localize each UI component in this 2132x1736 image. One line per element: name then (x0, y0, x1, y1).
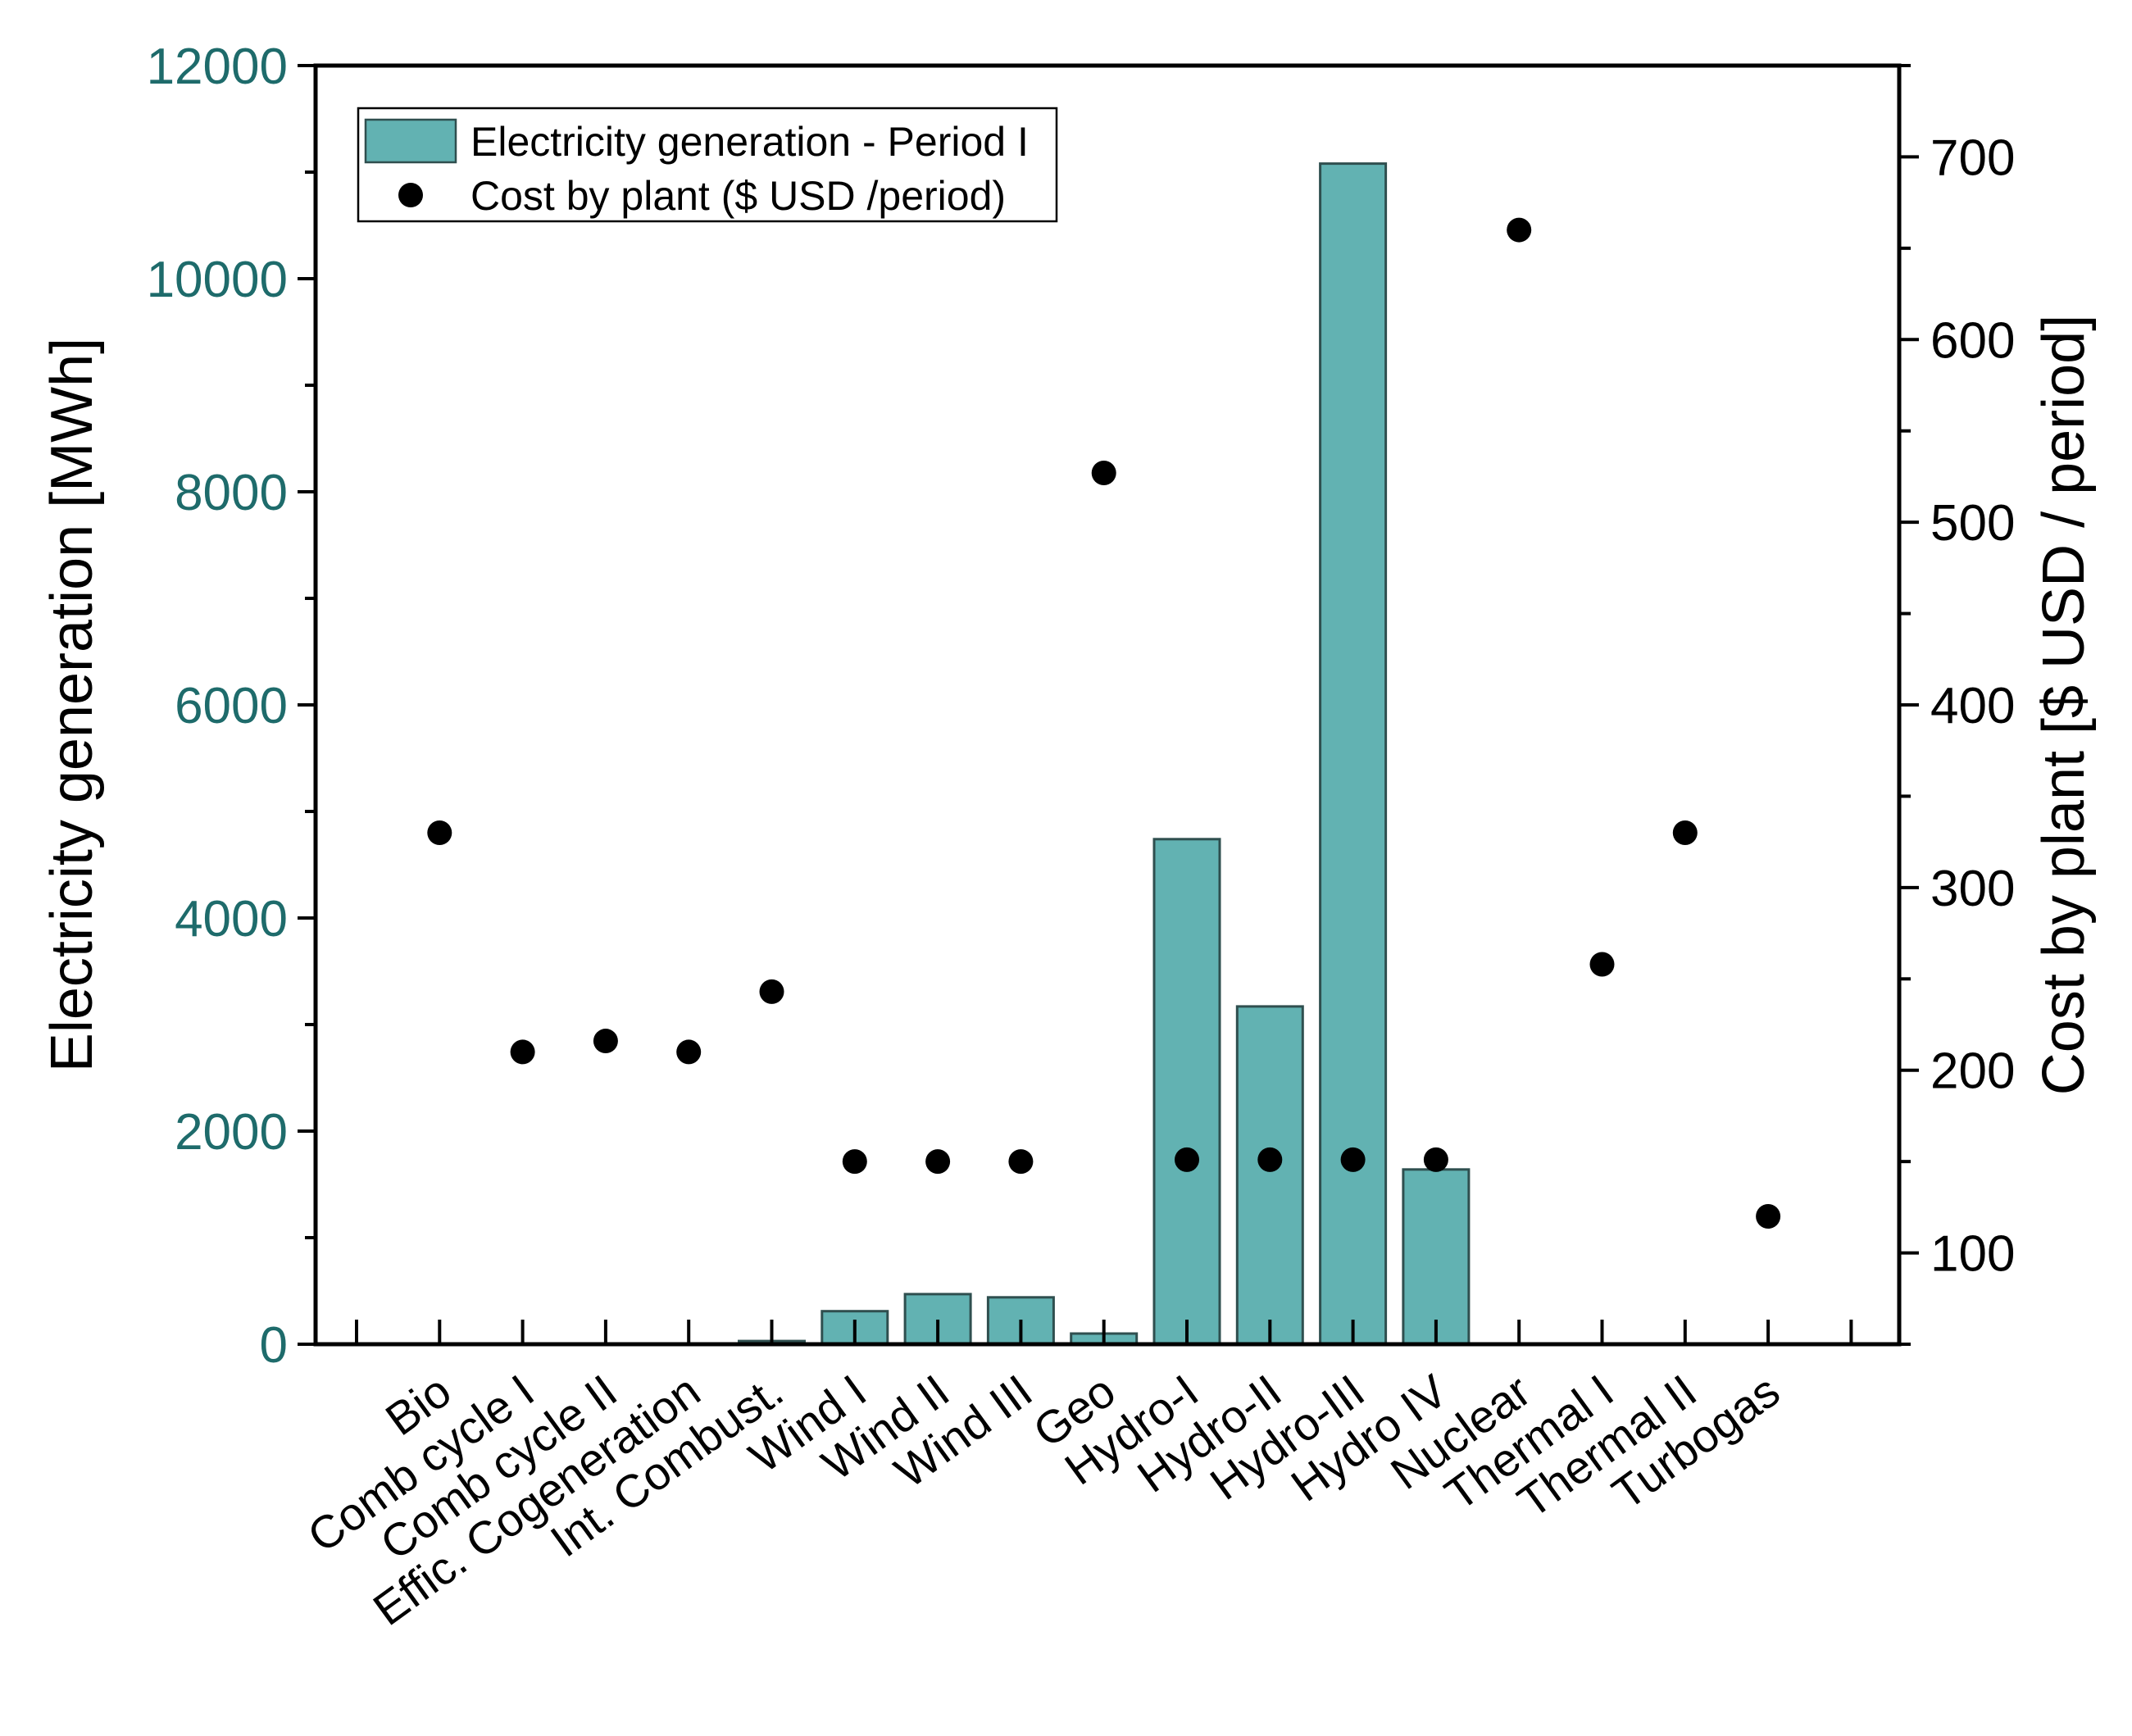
cost-point-16 (1756, 1204, 1781, 1229)
right-tick-label: 400 (1930, 678, 2015, 734)
left-axis-tick-labels: 0 2000 4000 6000 8000 10000 12000 (147, 39, 288, 1374)
plot-frame (313, 63, 1902, 1347)
cost-point-11 (1340, 1147, 1366, 1172)
cost-point-8 (1091, 460, 1116, 485)
left-tick-label: 2000 (175, 1104, 288, 1161)
legend-marker-label: Cost by plant ($ USD /period) (470, 173, 1006, 219)
cost-point-9 (1175, 1147, 1199, 1172)
cost-point-13 (1507, 217, 1532, 243)
right-tick-label: 700 (1930, 130, 2015, 186)
points-layer (427, 217, 1781, 1229)
bar-9 (1152, 838, 1221, 1346)
cost-point-12 (1423, 1147, 1448, 1172)
cost-point-7 (1008, 1149, 1034, 1175)
left-tick-label: 0 (260, 1317, 288, 1374)
ticks-layer (298, 64, 1919, 1346)
cost-point-14 (1589, 952, 1615, 977)
legend-bar-swatch (364, 118, 457, 164)
cost-point-5 (842, 1149, 867, 1175)
left-axis-title: Electricity generation [MWh] (39, 338, 105, 1072)
right-tick-label: 100 (1930, 1226, 2015, 1283)
right-tick-label: 200 (1930, 1043, 2015, 1100)
left-tick-label: 6000 (175, 678, 288, 734)
cost-point-15 (1672, 820, 1698, 845)
left-tick-label: 10000 (147, 252, 288, 308)
legend-box (357, 107, 1058, 223)
bar-12 (1402, 1168, 1471, 1346)
left-tick-label: 12000 (147, 39, 288, 95)
legend-bar-label: Electricity generation - Period I (470, 119, 1029, 165)
right-tick-label: 600 (1930, 312, 2015, 369)
legend-marker-symbol (398, 183, 423, 207)
cost-point-10 (1257, 1147, 1283, 1172)
legend: Electricity generation - Period I Cost b… (357, 107, 1058, 223)
left-tick-label: 4000 (175, 891, 288, 948)
cost-point-6 (925, 1149, 951, 1175)
cost-point-0 (427, 820, 452, 845)
right-tick-label: 500 (1930, 495, 2015, 552)
right-axis-title: Cost by plant [$ USD / period] (2031, 315, 2097, 1095)
cost-point-1 (510, 1039, 535, 1065)
cost-point-3 (676, 1039, 702, 1065)
bars-layer (738, 162, 1471, 1346)
right-tick-label: 300 (1930, 861, 2015, 917)
cost-point-2 (593, 1029, 618, 1054)
right-axis-tick-labels: 100 200 300 400 500 600 700 (1930, 130, 2015, 1282)
bar-10 (1235, 1005, 1304, 1346)
cost-point-4 (759, 979, 784, 1004)
left-tick-label: 8000 (175, 465, 288, 521)
